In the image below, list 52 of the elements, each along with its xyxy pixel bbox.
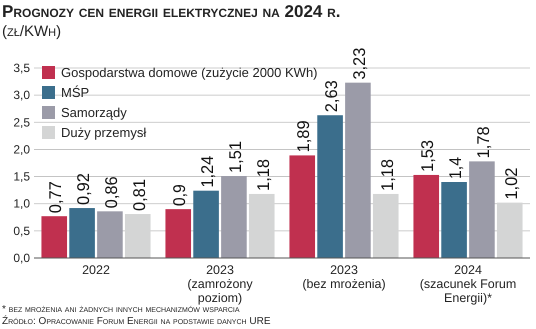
- data-label: 1,24: [198, 154, 218, 188]
- text: * bez mrożenia ani żadnych innych mechanizmów wsparcia: [2, 304, 240, 315]
- bar: [372, 194, 399, 258]
- y-tick-label: 2,0: [13, 142, 30, 156]
- bar: [193, 190, 219, 258]
- data-label: 0,86: [102, 175, 121, 208]
- data-label: 1,89: [294, 119, 314, 152]
- data-label: 0,92: [74, 172, 94, 206]
- data-label: 1,02: [502, 166, 521, 200]
- bar: [221, 176, 247, 258]
- legend-label: MŚP: [61, 85, 90, 100]
- data-label: 3,23: [350, 46, 369, 80]
- bar: [469, 161, 495, 258]
- data-label: 0,77: [46, 180, 66, 214]
- data-label: 1,18: [378, 158, 397, 191]
- bar: [41, 216, 68, 258]
- data-label: 0,9: [170, 182, 190, 206]
- x-tick-label: 2023 (bez mrożenia): [302, 263, 386, 291]
- bar: [69, 208, 95, 258]
- data-label: 1,78: [474, 125, 493, 158]
- data-label: 1,51: [226, 140, 245, 174]
- bar: [441, 182, 467, 258]
- y-tick-label: 0,5: [13, 224, 30, 238]
- data-label: 1,53: [418, 138, 438, 172]
- bar: [496, 202, 523, 258]
- bar: [345, 82, 371, 258]
- y-tick-label: 3,5: [13, 61, 30, 75]
- legend-label: Duży przemysł: [61, 125, 146, 140]
- x-tick-label: 2024 (szacunek Forum Energii)*: [420, 263, 516, 305]
- legend-label: Samorządy: [61, 105, 128, 120]
- y-tick-label: 0,0: [13, 251, 30, 265]
- text: Źródło: Opracowanie Forum Energii na podstawie danych URE: [2, 315, 271, 327]
- x-tick-label: 2023 (zamrożony poziom): [187, 263, 254, 305]
- legend-label: Gospodarstwa domowe (zużycie 2000 KWh): [61, 65, 318, 80]
- bar: [413, 174, 440, 258]
- bar: [165, 209, 192, 258]
- y-tick-label: 3,0: [13, 88, 30, 102]
- y-tick-label: 1,5: [13, 170, 30, 184]
- data-label: 0,81: [130, 178, 149, 212]
- bar: [248, 194, 275, 258]
- y-tick-label: 2,5: [13, 115, 30, 130]
- data-label: 1,18: [254, 158, 273, 191]
- chart-subtitle: (zł/KWh): [2, 23, 62, 40]
- data-label: 2,63: [322, 79, 342, 112]
- x-tick-label: 2022: [82, 263, 110, 277]
- data-label: 1,4: [446, 155, 466, 179]
- y-tick-label: 1,0: [13, 196, 30, 211]
- bar: [289, 155, 316, 258]
- bar: [317, 115, 343, 258]
- bar: [97, 211, 123, 258]
- bar: [124, 214, 151, 258]
- chart-title: Prognozy cen energii elektrycznej na 2024 r.: [2, 2, 340, 21]
